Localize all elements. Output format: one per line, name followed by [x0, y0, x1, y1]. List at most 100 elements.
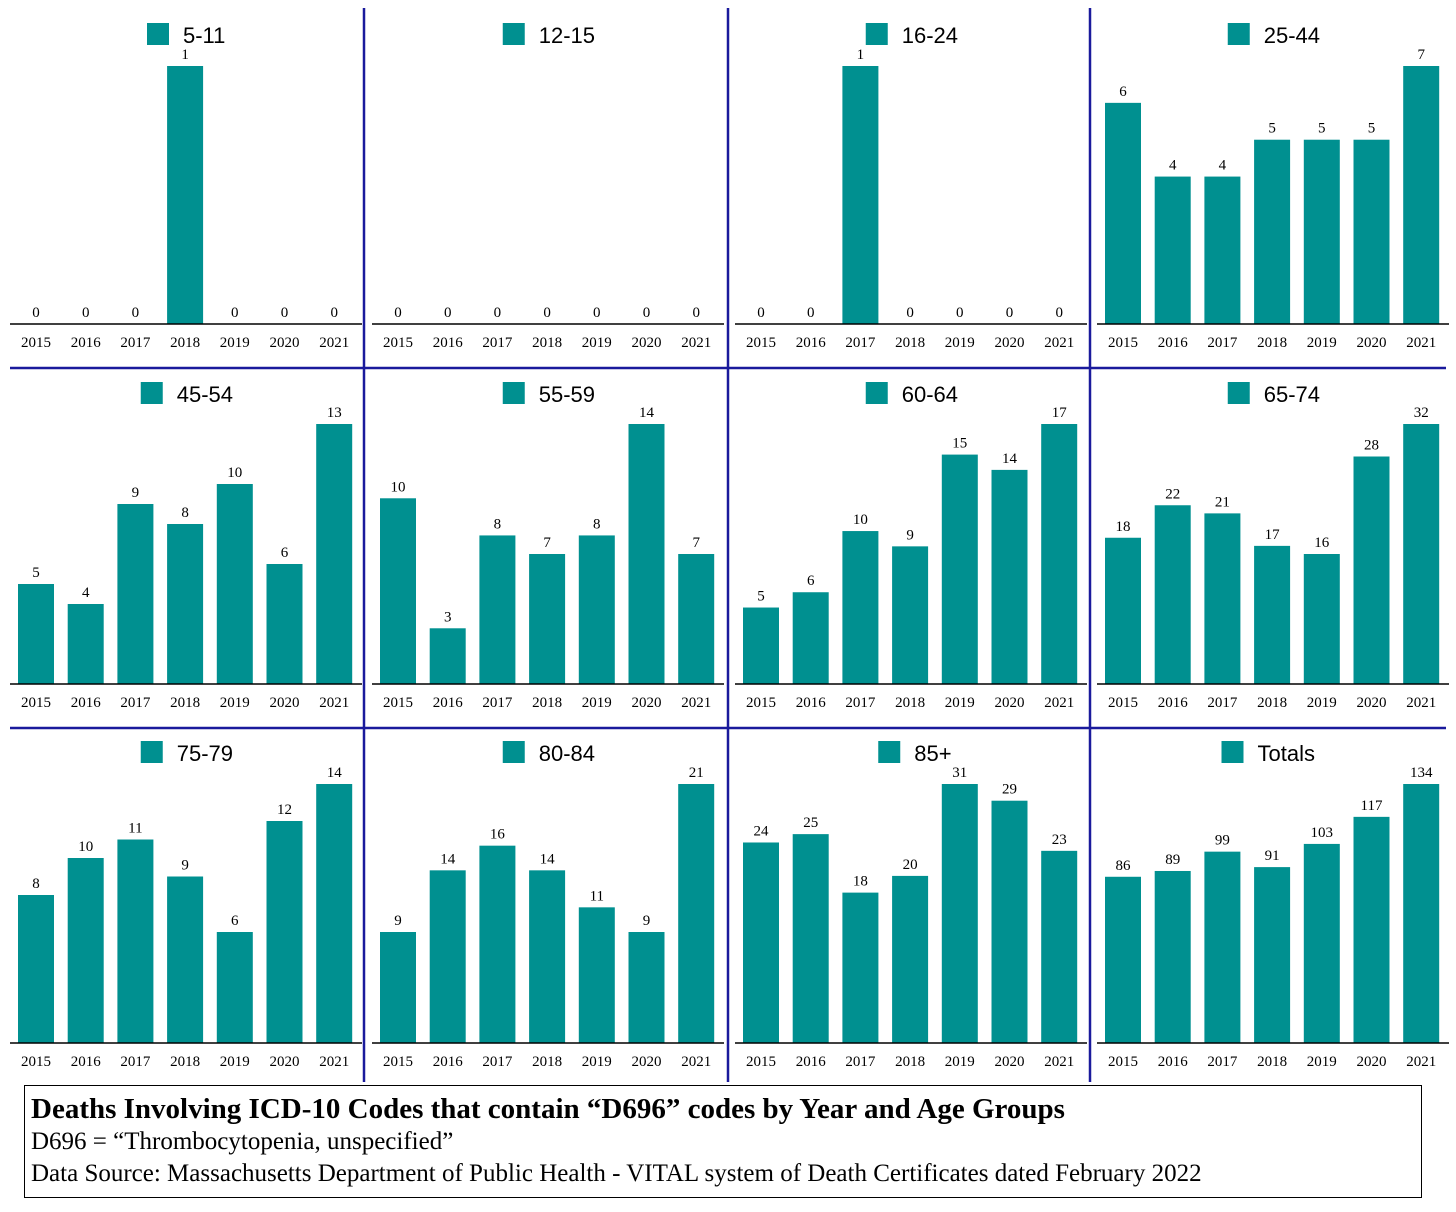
- data-label: 17: [1052, 405, 1068, 421]
- bar-2016: [67, 604, 104, 684]
- bar-2017: [842, 892, 879, 1043]
- data-label: 91: [1265, 848, 1280, 864]
- tick-label-2021: 2021: [1406, 695, 1436, 711]
- data-label: 103: [1311, 825, 1334, 841]
- legend-label: 12-15: [539, 23, 595, 48]
- tick-label-2017: 2017: [845, 1054, 876, 1070]
- data-label: 10: [391, 479, 406, 495]
- data-label: 24: [754, 823, 770, 839]
- bar-2016: [429, 870, 466, 1043]
- data-label: 7: [692, 535, 700, 551]
- bar-2017: [1204, 176, 1241, 324]
- tick-label-2017: 2017: [845, 335, 876, 351]
- data-label: 11: [128, 821, 142, 837]
- data-label: 0: [643, 305, 651, 321]
- panel-85: 85+ 24 2015 25 2016 18 2017 20 2018 31 2019 29 2020 2…: [735, 741, 1087, 1070]
- legend-swatch: [140, 382, 163, 404]
- tick-label-2015: 2015: [21, 335, 51, 351]
- legend-label: 80-84: [539, 741, 595, 766]
- data-label: 3: [444, 609, 452, 625]
- data-label: 12: [277, 802, 292, 818]
- legend-swatch: [502, 741, 525, 763]
- bar-2020: [628, 424, 665, 684]
- data-label: 0: [807, 305, 815, 321]
- bar-2016: [1154, 870, 1191, 1043]
- data-label: 0: [394, 305, 402, 321]
- bar-2019: [1303, 139, 1340, 324]
- bar-2015: [1105, 537, 1141, 684]
- bar-2018: [167, 524, 204, 684]
- data-label: 7: [543, 535, 551, 551]
- tick-label-2015: 2015: [21, 1054, 51, 1070]
- tick-label-2021: 2021: [681, 695, 711, 711]
- tick-label-2020: 2020: [1357, 695, 1387, 711]
- tick-label-2019: 2019: [945, 695, 975, 711]
- data-label: 0: [444, 305, 452, 321]
- data-label: 32: [1414, 405, 1429, 421]
- legend-label: Totals: [1258, 741, 1315, 766]
- tick-label-2021: 2021: [1406, 335, 1436, 351]
- tick-label-2018: 2018: [532, 335, 562, 351]
- legend-swatch: [1227, 23, 1250, 45]
- tick-label-2018: 2018: [895, 1054, 925, 1070]
- legend-label: 5-11: [183, 23, 225, 48]
- data-label: 4: [1219, 158, 1227, 174]
- chart-footer: Deaths Involving ICD-10 Codes that conta…: [24, 1085, 1422, 1198]
- data-label: 0: [1055, 305, 1063, 321]
- tick-label-2020: 2020: [632, 695, 662, 711]
- legend-label: 65-74: [1264, 382, 1320, 407]
- data-label: 29: [1002, 782, 1017, 798]
- tick-label-2019: 2019: [1307, 695, 1337, 711]
- tick-label-2018: 2018: [1257, 335, 1287, 351]
- legend-swatch: [1227, 382, 1250, 404]
- tick-label-2018: 2018: [1257, 1054, 1287, 1070]
- tick-label-2021: 2021: [1406, 1054, 1436, 1070]
- data-label: 6: [1119, 84, 1127, 100]
- data-label: 0: [132, 305, 140, 321]
- tick-label-2015: 2015: [1108, 1054, 1138, 1070]
- tick-label-2016: 2016: [433, 335, 464, 351]
- bar-2021: [1403, 424, 1440, 684]
- tick-label-2017: 2017: [1207, 1054, 1238, 1070]
- legend-swatch: [865, 23, 888, 45]
- tick-label-2018: 2018: [895, 695, 925, 711]
- tick-label-2015: 2015: [746, 695, 776, 711]
- panel-65-74: 65-74 18 2015 22 2016 21 2017 17 2018 16 2019 28 202…: [1097, 382, 1449, 711]
- bar-2016: [67, 858, 104, 1043]
- tick-label-2018: 2018: [532, 1054, 562, 1070]
- panel-55-59: 55-59 10 2015 3 2016 8 2017 7 2018 8 2019 14 2020 7 20…: [372, 382, 724, 711]
- bar-2020: [1353, 456, 1390, 684]
- tick-label-2021: 2021: [1044, 1054, 1074, 1070]
- data-label: 28: [1364, 438, 1379, 454]
- data-label: 10: [227, 465, 242, 481]
- data-label: 134: [1410, 765, 1433, 781]
- data-label: 10: [853, 512, 868, 528]
- data-label: 8: [181, 505, 189, 521]
- data-label: 16: [1314, 535, 1330, 551]
- data-label: 1: [857, 47, 865, 63]
- tick-label-2017: 2017: [120, 335, 151, 351]
- data-label: 0: [494, 305, 502, 321]
- data-label: 17: [1265, 527, 1281, 543]
- bar-2016: [429, 628, 466, 684]
- tick-label-2016: 2016: [433, 1054, 464, 1070]
- bar-2018: [167, 876, 204, 1043]
- tick-label-2020: 2020: [995, 695, 1025, 711]
- bar-2019: [1303, 554, 1340, 684]
- data-label: 1: [181, 47, 189, 63]
- tick-label-2017: 2017: [1207, 695, 1238, 711]
- tick-label-2019: 2019: [582, 695, 612, 711]
- tick-label-2018: 2018: [170, 1054, 200, 1070]
- data-label: 5: [1318, 121, 1326, 137]
- tick-label-2019: 2019: [220, 695, 250, 711]
- tick-label-2017: 2017: [845, 695, 876, 711]
- legend-label: 85+: [914, 741, 951, 766]
- bar-2019: [941, 784, 978, 1043]
- data-label: 6: [281, 545, 289, 561]
- tick-label-2015: 2015: [21, 695, 51, 711]
- data-label: 8: [32, 876, 40, 892]
- tick-label-2020: 2020: [1357, 335, 1387, 351]
- bar-2016: [792, 592, 829, 684]
- legend-swatch: [865, 382, 888, 404]
- tick-label-2016: 2016: [1158, 1054, 1189, 1070]
